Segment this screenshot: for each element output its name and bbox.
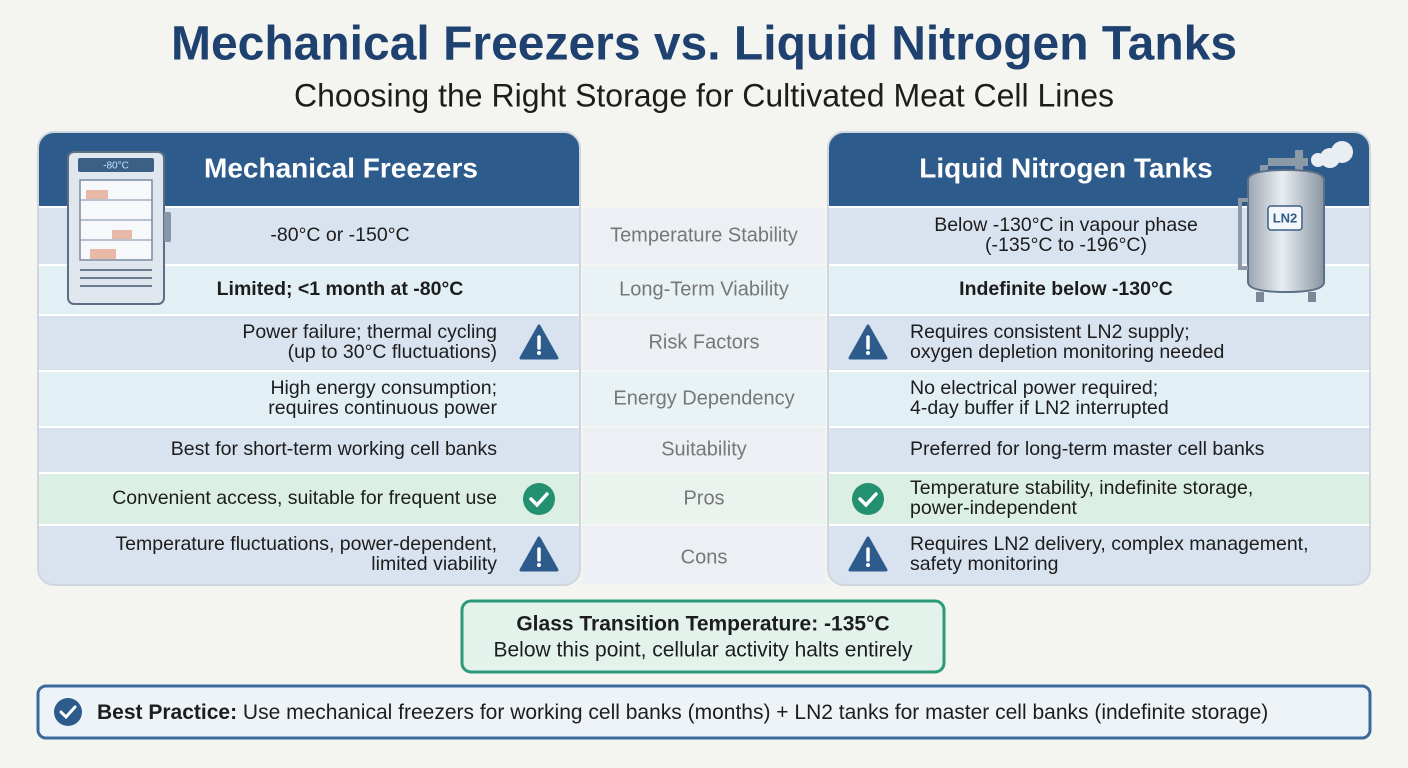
- warning-dot: [537, 351, 541, 355]
- note-title: Glass Transition Temperature: -135°C: [516, 613, 889, 636]
- cell-text: Best for short-term working cell banks: [171, 438, 497, 460]
- warning-dot: [866, 563, 870, 567]
- cell-line: Temperature stability, indefinite storag…: [910, 477, 1253, 499]
- footer-body: Use mechanical freezers for working cell…: [243, 701, 1268, 724]
- cell-text: Temperature fluctuations, power-dependen…: [115, 533, 497, 575]
- cell-line: safety monitoring: [910, 553, 1059, 575]
- cell-text: No electrical power required; 4-day buffe…: [910, 377, 1169, 419]
- footer-label: Best Practice:: [97, 701, 237, 724]
- cell-line: Temperature fluctuations, power-dependen…: [115, 533, 497, 555]
- note-text: Below this point, cellular activity halt…: [493, 639, 913, 662]
- cell-line: Preferred for long-term master cell bank…: [910, 438, 1265, 460]
- cell-line: power-independent: [910, 497, 1078, 519]
- cell-line: -80°C or -150°C: [270, 224, 409, 246]
- cell-text: Limited; <1 month at -80°C: [217, 278, 464, 300]
- cell-text: Requires LN2 delivery, complex managemen…: [910, 533, 1309, 575]
- panel-border: [37, 131, 581, 586]
- tank-label: LN2: [1273, 210, 1298, 225]
- row-label-bg: [583, 372, 825, 426]
- row-label-bg: [583, 316, 825, 370]
- subtitle: Choosing the Right Storage for Cultivate…: [294, 77, 1114, 113]
- cell-line: High energy consumption;: [270, 377, 497, 399]
- check-icon: [523, 483, 555, 515]
- check-mark: [59, 705, 77, 720]
- title: Mechanical Freezers vs. Liquid Nitrogen …: [171, 18, 1237, 71]
- row-label-bg: [583, 266, 825, 314]
- cell-text: Preferred for long-term master cell bank…: [910, 438, 1265, 460]
- check-icon: [852, 483, 884, 515]
- row-label: Cons: [681, 546, 728, 568]
- footer-box: [36, 684, 1372, 740]
- row-left: [38, 525, 580, 585]
- row-right: [828, 427, 1370, 473]
- cell-text: -80°C or -150°C: [270, 224, 409, 246]
- row-left: [38, 371, 580, 427]
- cell-line: (-135°C to -196°C): [985, 234, 1147, 256]
- note-box: [460, 599, 946, 674]
- cell-line: Convenient access, suitable for frequent…: [112, 487, 497, 509]
- cell-line: Best for short-term working cell banks: [171, 438, 497, 460]
- row-left: [38, 427, 580, 473]
- row-right: [828, 473, 1370, 525]
- row-label: Long-Term Viability: [619, 278, 789, 300]
- row-label-bg: [583, 428, 825, 472]
- row-label-bg: [583, 208, 825, 264]
- check-icon: [54, 698, 82, 726]
- cell-text: Power failure; thermal cycling (up to 30°…: [242, 321, 497, 363]
- check-mark: [858, 492, 878, 508]
- cell-line: (up to 30°C fluctuations): [288, 341, 497, 363]
- ln2-tank-icon: LN2: [1238, 141, 1353, 302]
- row-right: [828, 371, 1370, 427]
- row-label: Energy Dependency: [613, 387, 794, 409]
- panel-title: Mechanical Freezers: [204, 152, 478, 183]
- warning-dot: [866, 351, 870, 355]
- footer-text: Best Practice: Use mechanical freezers f…: [97, 701, 1268, 724]
- row-label-bg: [583, 474, 825, 524]
- freezer-icon: -80°C: [67, 151, 171, 305]
- cell-text: High energy consumption; requires continu…: [268, 377, 497, 419]
- cell-line: No electrical power required;: [910, 377, 1158, 399]
- cell-line: 4-day buffer if LN2 interrupted: [910, 397, 1169, 419]
- row-label: Suitability: [661, 438, 747, 460]
- row-label: Risk Factors: [648, 331, 759, 353]
- row-right: [828, 525, 1370, 585]
- row-label: Pros: [683, 487, 724, 509]
- panel-title: Liquid Nitrogen Tanks: [919, 152, 1212, 183]
- cell-text: Convenient access, suitable for frequent…: [112, 487, 497, 509]
- row-label: Temperature Stability: [610, 224, 798, 246]
- cell-text: Indefinite below -130°C: [959, 278, 1173, 300]
- row-left: [38, 315, 580, 371]
- cell-text: Below -130°C in vapour phase (-135°C to -…: [934, 214, 1198, 256]
- row-label-bg: [583, 526, 825, 584]
- row-left: [38, 473, 580, 525]
- check-mark: [529, 492, 549, 508]
- panel-border: [827, 131, 1371, 586]
- cell-line: Requires LN2 delivery, complex managemen…: [910, 533, 1309, 555]
- freezer-display: -80°C: [103, 161, 129, 172]
- cell-line: Below -130°C in vapour phase: [934, 214, 1198, 236]
- cell-text: Requires consistent LN2 supply; oxygen de…: [910, 321, 1224, 363]
- cell-text: Temperature stability, indefinite storag…: [910, 477, 1253, 519]
- cell-line: Power failure; thermal cycling: [242, 321, 497, 343]
- cell-line: limited viability: [371, 553, 497, 575]
- cell-line: Limited; <1 month at -80°C: [217, 278, 464, 300]
- warning-dot: [537, 563, 541, 567]
- rows: Temperature Stability -80°C or -150°C Belo…: [112, 208, 1309, 584]
- cell-line: Indefinite below -130°C: [959, 278, 1173, 300]
- cell-line: Requires consistent LN2 supply;: [910, 321, 1190, 343]
- cell-line: oxygen depletion monitoring needed: [910, 341, 1224, 363]
- row-right: [828, 315, 1370, 371]
- cell-line: requires continuous power: [268, 397, 497, 419]
